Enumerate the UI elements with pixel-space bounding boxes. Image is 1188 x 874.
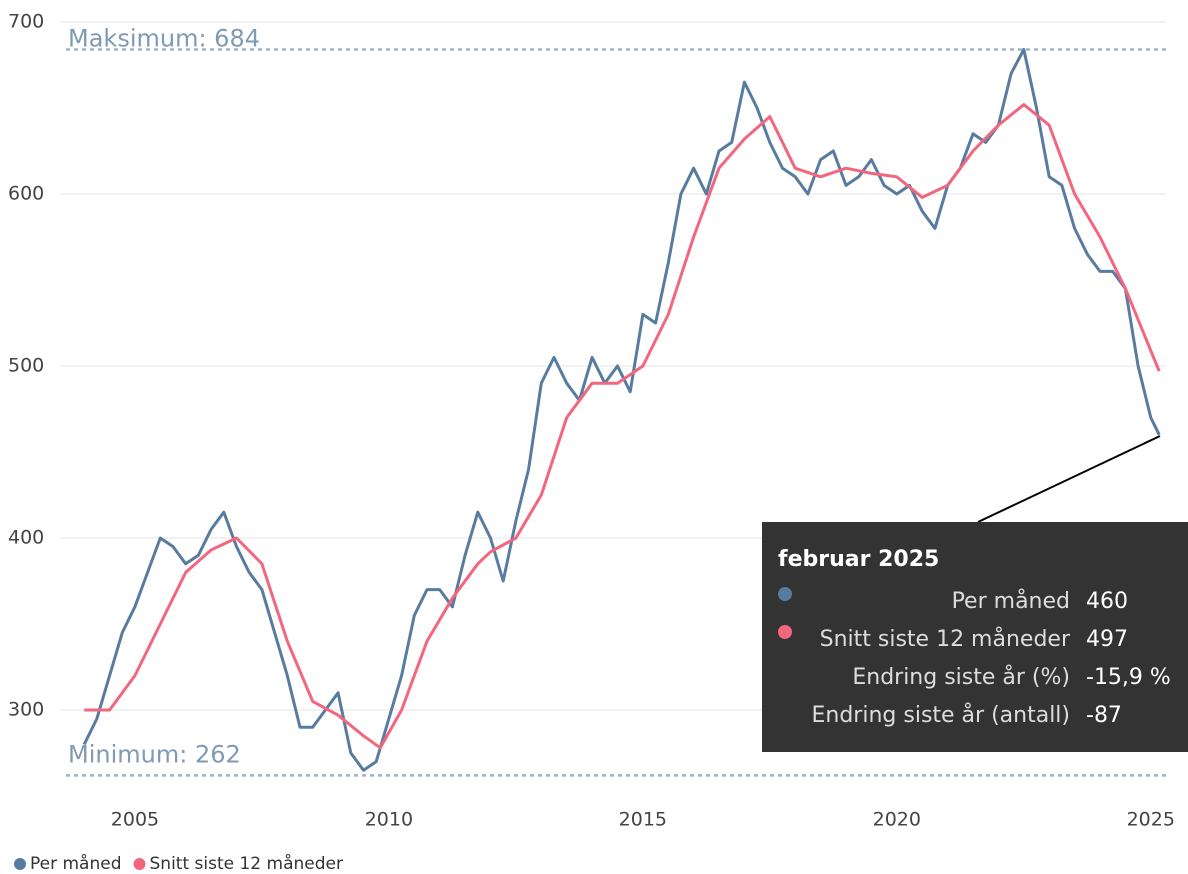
tooltip: februar 2025 Per måned 460 Snitt siste 12 …	[762, 435, 1188, 752]
reference-label: Maksimum: 684	[68, 25, 260, 53]
tooltip-value: 497	[1086, 627, 1128, 652]
tooltip-value: 460	[1086, 589, 1128, 614]
tooltip-label: Endring siste år (%)	[852, 664, 1070, 690]
tooltip-connector	[977, 435, 1161, 523]
y-tick-label: 500	[8, 355, 44, 377]
tooltip-value: -15,9 %	[1086, 665, 1171, 690]
tooltip-label: Endring siste år (antall)	[812, 702, 1071, 728]
x-tick-label: 2015	[619, 809, 667, 831]
tooltip-marker	[778, 625, 792, 639]
x-tick-label: 2020	[873, 809, 921, 831]
tooltip-marker	[778, 587, 792, 601]
x-tick-label: 2010	[365, 809, 413, 831]
tooltip-label: Snitt siste 12 måneder	[820, 626, 1071, 652]
tooltip-box	[762, 522, 1188, 752]
legend-label: Per måned	[30, 853, 122, 874]
legend-label: Snitt siste 12 måneder	[150, 853, 343, 874]
y-tick-label: 400	[8, 527, 44, 549]
reference-label: Minimum: 262	[68, 740, 241, 768]
x-tick-label: 2025	[1127, 809, 1175, 831]
x-tick-label: 2005	[111, 809, 159, 831]
y-tick-label: 300	[8, 699, 44, 721]
series-line	[84, 103, 1161, 750]
tooltip-title: februar 2025	[778, 547, 939, 572]
legend-marker	[133, 858, 146, 870]
y-tick-label: 600	[8, 183, 44, 205]
tooltip-label: Per måned	[952, 588, 1070, 614]
y-tick-label: 700	[8, 11, 44, 33]
tooltip-value: -87	[1086, 703, 1122, 728]
legend-marker	[14, 858, 26, 870]
